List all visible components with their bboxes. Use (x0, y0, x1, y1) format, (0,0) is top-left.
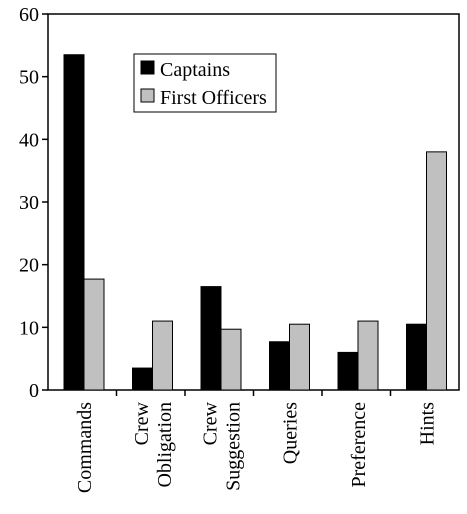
x-tick-label: Commands (74, 402, 96, 493)
legend-swatch-captains (140, 60, 155, 75)
x-category-label: Crew Obligation (131, 401, 176, 487)
bars (63, 54, 447, 396)
bar (220, 328, 242, 391)
legend-label-first-officers: First Officers (160, 87, 267, 109)
x-category-label: Hints (417, 402, 439, 446)
x-tick-label: Suggestion (223, 402, 245, 491)
bar (132, 367, 153, 391)
bar (269, 341, 290, 391)
x-category-label: Crew Suggestion (200, 401, 245, 490)
x-category-label: Commands (74, 402, 96, 493)
bar (289, 323, 310, 391)
x-tick-label: Obligation (154, 402, 176, 488)
legend: Captains First Officers (133, 53, 277, 113)
bar (63, 54, 85, 391)
y-tick-label: 60 (19, 4, 39, 26)
x-tick-label: Hints (417, 402, 439, 446)
legend-swatch-first-officers (140, 88, 155, 103)
x-axis-labels: Commands Crew Obligation Crew Suggestion Quer… (74, 401, 439, 493)
y-tick-label: 40 (19, 129, 39, 151)
legend-box (133, 53, 277, 113)
x-tick-label: Preference (348, 402, 370, 488)
bar (200, 286, 222, 391)
x-category-label: Queries (280, 402, 302, 464)
y-axis: 0 10 20 30 40 50 60 (19, 4, 48, 402)
y-tick-label: 20 (19, 255, 39, 277)
y-tick-label: 50 (19, 67, 39, 89)
x-tick-label: Crew (200, 401, 222, 445)
x-tick-label: Queries (280, 402, 302, 464)
legend-label-captains: Captains (160, 59, 230, 81)
bar (152, 320, 173, 391)
bar (83, 278, 105, 391)
bar (406, 323, 427, 391)
bar (337, 351, 359, 391)
bar (426, 151, 447, 391)
y-tick-label: 0 (29, 380, 39, 402)
y-tick-label: 10 (19, 317, 39, 339)
x-category-label: Preference (348, 402, 370, 488)
bar (357, 320, 379, 391)
x-tick-label: Crew (131, 401, 153, 445)
y-tick-label: 30 (19, 192, 39, 214)
